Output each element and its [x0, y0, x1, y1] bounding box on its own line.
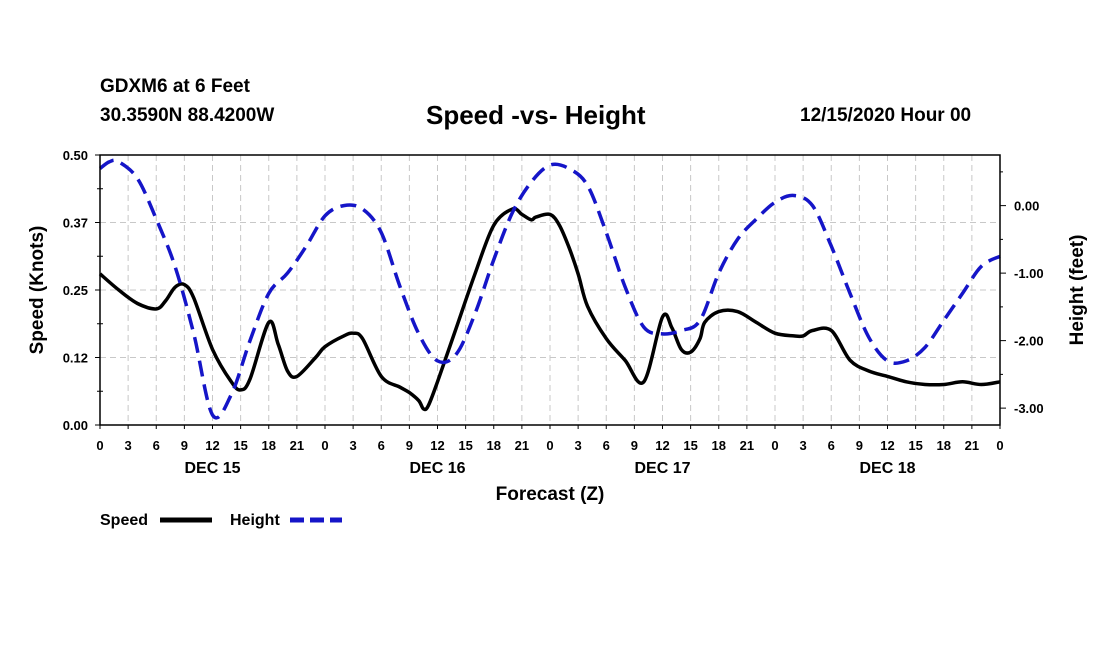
day-label: DEC 16 — [409, 460, 465, 477]
run-time-label: 12/15/2020 Hour 00 — [800, 105, 972, 126]
x-axis-ticks: 0 3 6 9 12 15 18 21 0 3 6 9 12 15 18 21 0 3 6 9 12 15 18 21 0 3 6 9… — [96, 425, 1004, 477]
x-tick-label: 12 — [430, 438, 444, 453]
chart-title: Speed -vs- Height — [426, 100, 646, 130]
legend-label-speed: Speed — [100, 512, 148, 529]
legend: Speed Height — [100, 512, 342, 529]
x-tick-label: 12 — [205, 438, 219, 453]
x-tick-label: 0 — [996, 438, 1003, 453]
x-tick-label: 0 — [546, 438, 553, 453]
x-tick-label: 18 — [262, 438, 276, 453]
x-tick-label: 15 — [458, 438, 472, 453]
y-right-tick-label: -1.00 — [1014, 266, 1044, 281]
x-tick-label: 21 — [965, 438, 979, 453]
x-tick-label: 3 — [350, 438, 357, 453]
y-left-tick-label: 0.12 — [63, 351, 88, 366]
y-left-tick-label: 0.37 — [63, 216, 88, 231]
x-tick-label: 3 — [575, 438, 582, 453]
x-tick-label: 6 — [378, 438, 385, 453]
y-axis-ticks: 0.00 0.12 0.25 0.37 0.50 -3.00 -2.00 -1.00 0.00 — [63, 148, 1044, 433]
x-tick-label: 0 — [96, 438, 103, 453]
station-label: GDXM6 at 6 Feet — [100, 76, 250, 97]
day-label: DEC 18 — [859, 460, 915, 477]
x-tick-label: 21 — [740, 438, 754, 453]
y-axis-right-title: Height (feet) — [1067, 235, 1088, 346]
coordinates-label: 30.3590N 88.4200W — [100, 105, 275, 126]
y-right-tick-label: -2.00 — [1014, 334, 1044, 349]
day-label: DEC 17 — [634, 460, 690, 477]
x-tick-label: 6 — [153, 438, 160, 453]
x-tick-label: 15 — [908, 438, 922, 453]
x-tick-label: 12 — [880, 438, 894, 453]
day-label: DEC 15 — [184, 460, 240, 477]
x-tick-label: 18 — [937, 438, 951, 453]
speed-series-line — [98, 206, 1001, 412]
x-tick-label: 9 — [406, 438, 413, 453]
x-tick-label: 9 — [631, 438, 638, 453]
y-left-tick-label: 0.50 — [63, 148, 88, 163]
x-tick-label: 0 — [321, 438, 328, 453]
x-axis-title: Forecast (Z) — [496, 484, 605, 505]
y-right-tick-label: 0.00 — [1014, 199, 1039, 214]
data-series — [98, 158, 1001, 420]
x-tick-label: 18 — [487, 438, 501, 453]
x-tick-label: 0 — [771, 438, 778, 453]
plot-frame — [99, 154, 1001, 426]
x-tick-label: 12 — [655, 438, 669, 453]
y-axis-left-title: Speed (Knots) — [27, 226, 48, 355]
x-tick-label: 15 — [683, 438, 697, 453]
x-tick-label: 21 — [290, 438, 304, 453]
y-left-tick-label: 0.25 — [63, 283, 88, 298]
legend-label-height: Height — [230, 512, 280, 529]
y-left-tick-label: 0.00 — [63, 418, 88, 433]
x-tick-label: 9 — [856, 438, 863, 453]
x-tick-label: 21 — [515, 438, 529, 453]
x-tick-label: 3 — [800, 438, 807, 453]
height-series-line — [98, 158, 1001, 420]
y-right-tick-label: -3.00 — [1014, 401, 1044, 416]
x-tick-label: 15 — [233, 438, 247, 453]
x-tick-label: 9 — [181, 438, 188, 453]
x-tick-label: 18 — [712, 438, 726, 453]
x-tick-label: 6 — [603, 438, 610, 453]
x-tick-label: 6 — [828, 438, 835, 453]
x-tick-label: 3 — [125, 438, 132, 453]
